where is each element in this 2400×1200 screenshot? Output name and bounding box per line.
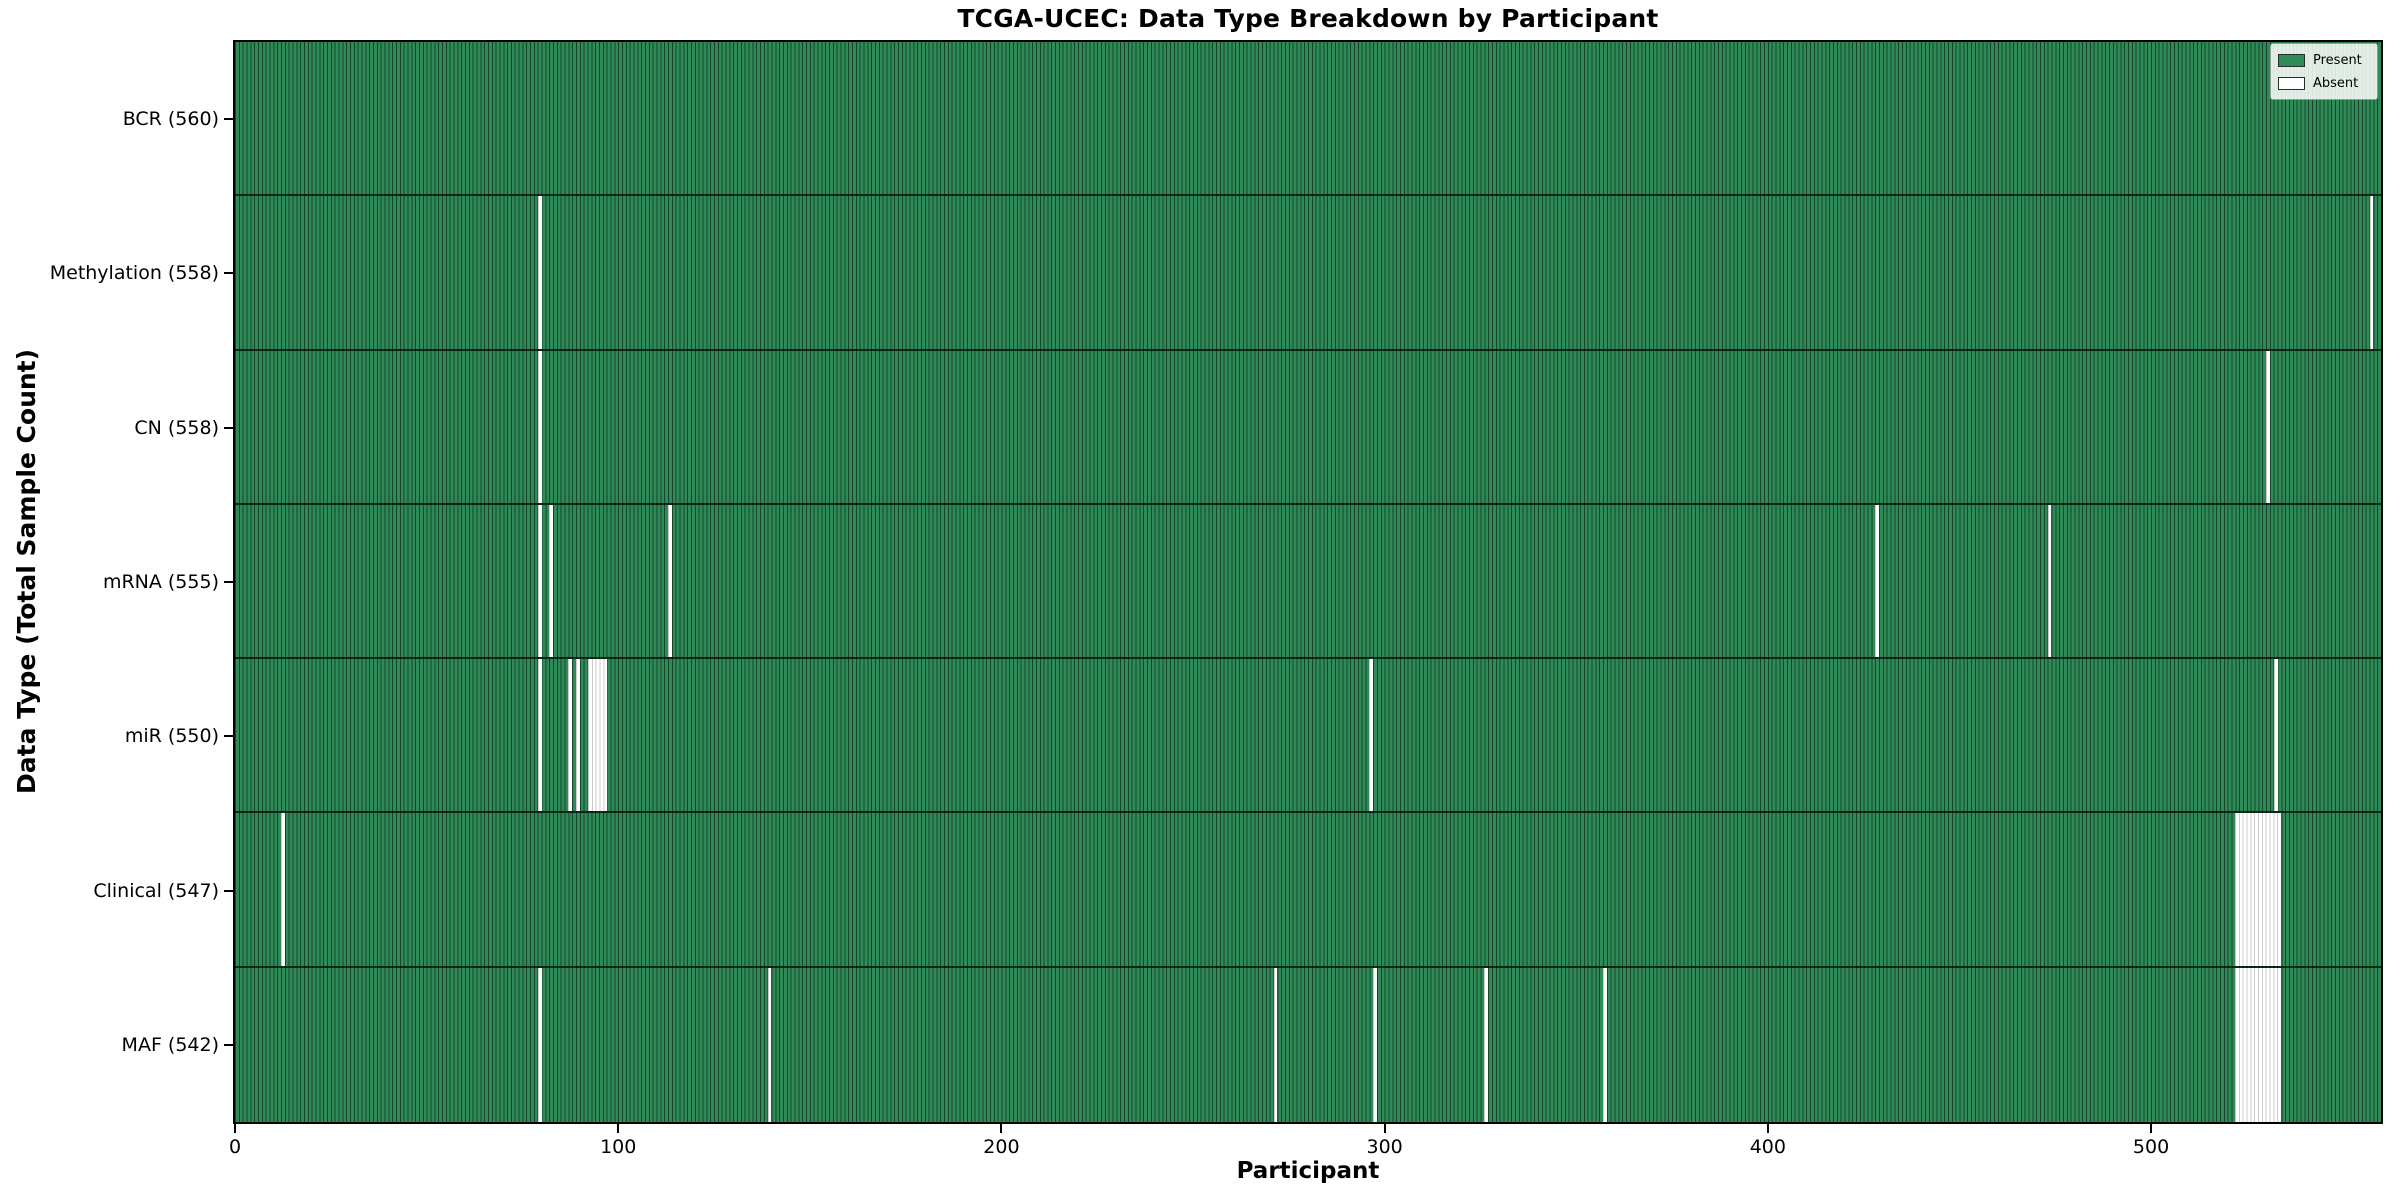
heatmap-row-maf bbox=[235, 967, 2381, 1122]
x-tick-mark bbox=[1766, 1124, 1769, 1133]
x-tick-mark bbox=[234, 1124, 236, 1133]
heatmap-row-mrna bbox=[235, 504, 2381, 660]
plot-area bbox=[233, 40, 2383, 1124]
heatmap-row-mir bbox=[235, 659, 2381, 814]
absent-gap bbox=[537, 504, 542, 658]
x-tick-label: 100 bbox=[600, 1136, 637, 1158]
absent-gap bbox=[587, 659, 607, 812]
absent-gap bbox=[767, 967, 772, 1122]
absent-gap bbox=[1603, 967, 1607, 1122]
legend-label-absent: Absent bbox=[2313, 76, 2359, 91]
x-tick-mark bbox=[617, 1124, 620, 1133]
absent-gap bbox=[2235, 813, 2282, 966]
y-tick-mark bbox=[224, 1043, 233, 1046]
y-tick-label-maf: MAF (542) bbox=[121, 1033, 219, 1056]
x-tick-label: 500 bbox=[2132, 1136, 2170, 1158]
x-tick-label: 300 bbox=[1366, 1136, 1403, 1158]
absent-gap bbox=[537, 967, 542, 1122]
x-tick-label: 0 bbox=[228, 1136, 242, 1158]
x-axis-label: Participant bbox=[1236, 1158, 1380, 1184]
y-tick-label-bcr: BCR (560) bbox=[122, 108, 219, 131]
legend: Present Absent bbox=[2270, 43, 2378, 100]
y-tick-mark bbox=[224, 735, 233, 738]
present-swatch-icon bbox=[2278, 54, 2305, 67]
absent-gap bbox=[280, 813, 285, 966]
y-tick-mark bbox=[224, 889, 233, 892]
legend-item-present: Present bbox=[2278, 49, 2370, 72]
absent-gap bbox=[549, 504, 554, 658]
x-tick-label: 400 bbox=[1749, 1136, 1786, 1158]
absent-gap bbox=[1373, 967, 1377, 1122]
absent-swatch-icon bbox=[2278, 77, 2305, 90]
y-tick-label-mrna: mRNA (555) bbox=[102, 571, 219, 593]
x-tick-mark bbox=[1000, 1124, 1003, 1133]
y-tick-label-mir: miR (550) bbox=[124, 725, 219, 748]
heatmap-row-clinical bbox=[235, 813, 2381, 968]
absent-gap bbox=[2369, 196, 2374, 349]
absent-gap bbox=[568, 659, 573, 812]
absent-gap bbox=[537, 659, 542, 812]
absent-gap bbox=[2266, 350, 2270, 503]
absent-gap bbox=[1273, 967, 1278, 1122]
x-tick-label: 200 bbox=[983, 1136, 1020, 1158]
y-tick-mark bbox=[224, 118, 233, 121]
y-tick-label-clinical: Clinical (547) bbox=[93, 879, 219, 902]
y-tick-label-methylation: Methylation (558) bbox=[49, 262, 219, 285]
absent-gap bbox=[576, 659, 580, 812]
heatmap-row-methylation bbox=[235, 196, 2381, 351]
y-tick-mark bbox=[224, 272, 233, 275]
absent-gap bbox=[537, 350, 542, 503]
absent-gap bbox=[1369, 659, 1374, 812]
x-tick-mark bbox=[1383, 1124, 1386, 1133]
heatmap-row-bcr bbox=[235, 42, 2381, 197]
legend-item-absent: Absent bbox=[2278, 72, 2370, 95]
x-tick-mark bbox=[2150, 1124, 2153, 1133]
absent-gap bbox=[537, 196, 542, 349]
absent-gap bbox=[2235, 967, 2282, 1122]
chart-title: TCGA-UCEC: Data Type Breakdown by Partic… bbox=[957, 4, 1659, 33]
y-tick-label-cn: CN (558) bbox=[134, 416, 219, 439]
absent-gap bbox=[1875, 504, 1879, 658]
heatmap-row-cn bbox=[235, 350, 2381, 505]
absent-gap bbox=[1484, 967, 1489, 1122]
absent-gap bbox=[2273, 659, 2278, 812]
absent-gap bbox=[2047, 504, 2052, 658]
y-tick-mark bbox=[224, 581, 233, 583]
legend-label-present: Present bbox=[2313, 53, 2362, 68]
absent-gap bbox=[668, 504, 672, 658]
y-tick-mark bbox=[224, 426, 233, 429]
